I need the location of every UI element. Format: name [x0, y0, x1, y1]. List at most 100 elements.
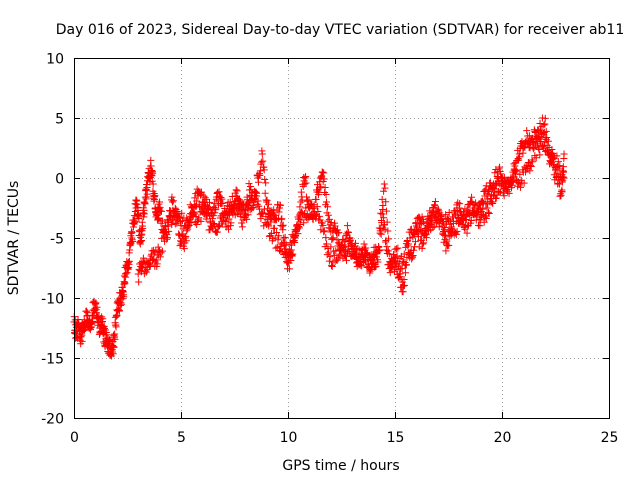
- data-point: [168, 221, 176, 229]
- data-point: [327, 218, 335, 226]
- data-point: [258, 150, 266, 158]
- data-point: [171, 213, 179, 221]
- data-point: [366, 267, 374, 275]
- data-point: [234, 204, 242, 212]
- data-point: [488, 198, 496, 206]
- data-point: [192, 212, 200, 220]
- data-point: [474, 208, 482, 216]
- data-point: [328, 235, 336, 243]
- data-point: [558, 188, 566, 196]
- data-point: [375, 243, 383, 251]
- data-point: [287, 250, 295, 258]
- data-point: [329, 234, 337, 242]
- data-point: [462, 213, 470, 221]
- data-point: [345, 248, 353, 256]
- data-point: [275, 246, 283, 254]
- data-point: [400, 258, 408, 266]
- data-point: [365, 252, 373, 260]
- data-point: [77, 333, 85, 341]
- data-point: [401, 261, 409, 269]
- data-point: [115, 306, 123, 314]
- data-point: [416, 226, 424, 234]
- data-point: [436, 216, 444, 224]
- data-point: [340, 246, 348, 254]
- x-tick-label: 10: [280, 430, 298, 446]
- data-point: [447, 232, 455, 240]
- data-point: [141, 200, 149, 208]
- data-point: [120, 293, 128, 301]
- data-point: [381, 184, 389, 192]
- data-point: [321, 183, 329, 191]
- data-point: [515, 156, 523, 164]
- data-point: [133, 200, 141, 208]
- data-point: [560, 174, 568, 182]
- data-point: [452, 231, 460, 239]
- data-point: [158, 207, 166, 215]
- data-point: [324, 245, 332, 253]
- data-point: [302, 172, 310, 180]
- data-point: [295, 224, 303, 232]
- data-point: [142, 185, 150, 193]
- data-point: [352, 249, 360, 257]
- data-point: [512, 170, 520, 178]
- data-point: [274, 236, 282, 244]
- y-tick-label: -15: [41, 352, 64, 368]
- data-point: [140, 210, 148, 218]
- data-point: [208, 224, 216, 232]
- data-point: [176, 213, 184, 221]
- data-point: [163, 234, 171, 242]
- data-point: [281, 253, 289, 261]
- data-point: [207, 210, 215, 218]
- data-point: [182, 217, 190, 225]
- data-point: [442, 247, 450, 255]
- data-point: [205, 204, 213, 212]
- data-point: [355, 257, 363, 265]
- data-point: [259, 157, 267, 165]
- data-point: [453, 227, 461, 235]
- data-point: [313, 203, 321, 211]
- data-point: [227, 219, 235, 227]
- data-point: [152, 256, 160, 264]
- data-point: [232, 186, 240, 194]
- data-point: [534, 134, 542, 142]
- data-point: [467, 216, 475, 224]
- data-point: [301, 180, 309, 188]
- data-point: [151, 191, 159, 199]
- data-point: [439, 229, 447, 237]
- data-point: [281, 233, 289, 241]
- data-point: [441, 223, 449, 231]
- data-point: [370, 259, 378, 267]
- data-point: [325, 215, 333, 223]
- data-point: [481, 213, 489, 221]
- data-point: [499, 175, 507, 183]
- data-point: [225, 225, 233, 233]
- data-point: [265, 222, 273, 230]
- data-point: [348, 240, 356, 248]
- data-point: [392, 245, 400, 253]
- data-point: [168, 198, 176, 206]
- data-point: [440, 227, 448, 235]
- data-point: [353, 262, 361, 270]
- data-point: [163, 235, 171, 243]
- data-point: [197, 188, 205, 196]
- data-point: [216, 222, 224, 230]
- data-point: [265, 200, 273, 208]
- x-tick-label: 25: [601, 430, 619, 446]
- data-point: [276, 201, 284, 209]
- data-point: [118, 300, 126, 308]
- data-point: [516, 170, 524, 178]
- data-point: [127, 239, 135, 247]
- data-point: [384, 227, 392, 235]
- data-point: [284, 258, 292, 266]
- axes: 0 5 10 15 20 25 -20 -15 -10 -5 0 5 10: [41, 52, 618, 447]
- data-point: [326, 253, 334, 261]
- data-point: [463, 229, 471, 237]
- data-point: [364, 253, 372, 261]
- data-point: [294, 230, 302, 238]
- data-point: [544, 137, 552, 145]
- data-point: [247, 186, 255, 194]
- data-point: [322, 190, 330, 198]
- x-tick-label: 20: [494, 430, 512, 446]
- data-point: [362, 244, 370, 252]
- data-point: [325, 249, 333, 257]
